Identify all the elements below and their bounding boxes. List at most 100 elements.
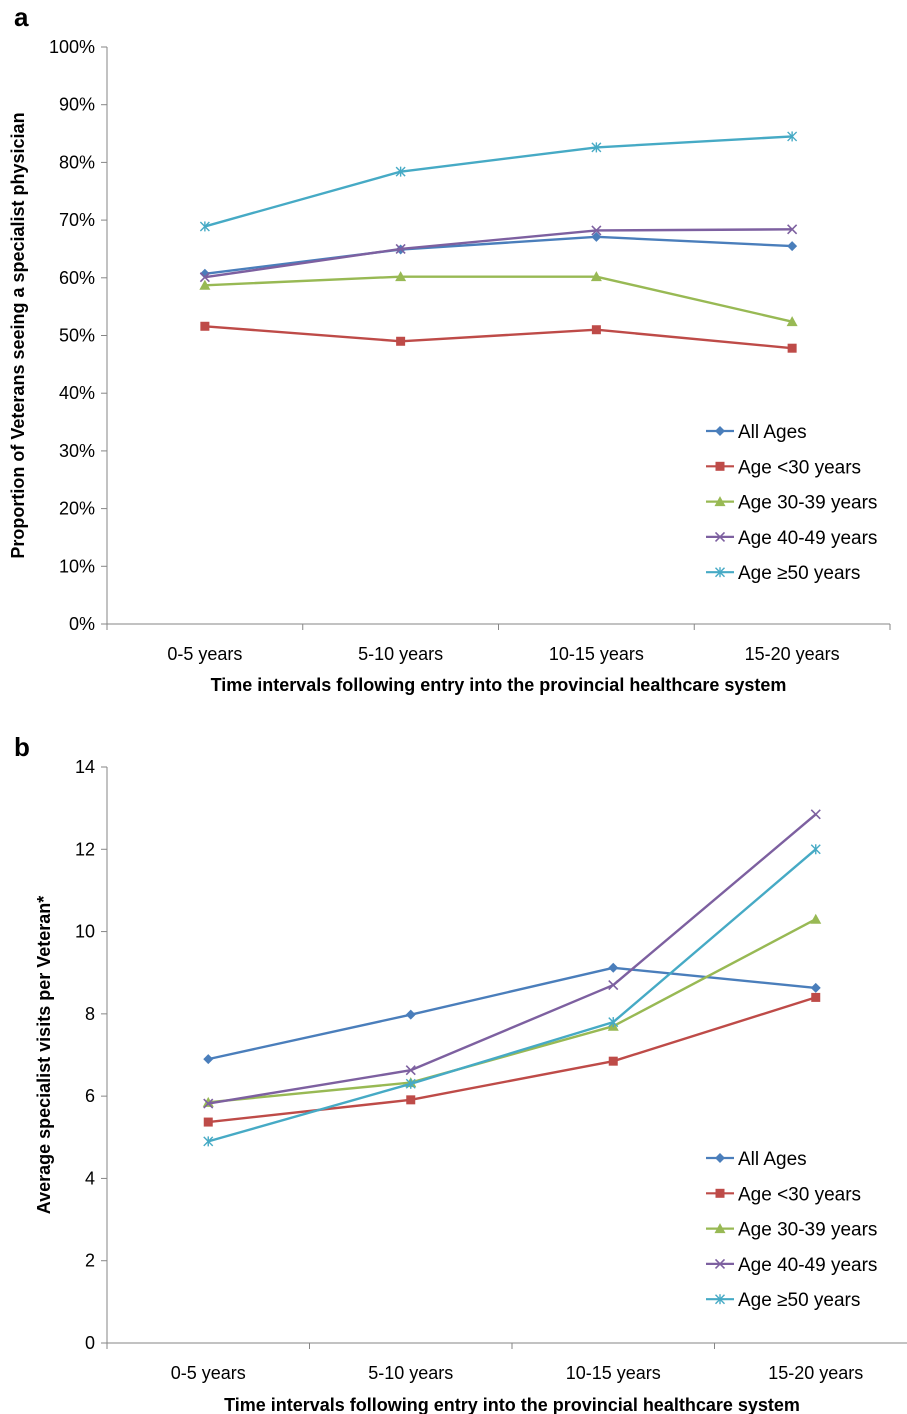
legend-item-age-gte50-years: Age ≥50 years xyxy=(706,563,860,584)
y-tick-label: 8 xyxy=(85,1004,95,1024)
line-chart-b: 0 2 4 6 8 10 12 14 0-5 years 5-10 years 10-15 year… xyxy=(34,757,907,1414)
legend-marker xyxy=(715,461,725,471)
data-point-age-40-49-years xyxy=(608,979,619,991)
data-point-age-lt30-years xyxy=(787,343,797,353)
data-point-age-30-39-years xyxy=(810,913,822,924)
legend-item-age-gte50-years: Age ≥50 years xyxy=(706,1290,860,1311)
data-point-all-ages xyxy=(787,241,798,252)
x-tick-label: 0-5 years xyxy=(167,644,242,664)
data-point-age-lt30-years xyxy=(591,325,601,335)
y-tick-label: 100% xyxy=(49,37,95,57)
data-point-age-lt30-years xyxy=(811,992,821,1002)
data-point-all-ages xyxy=(810,982,821,993)
data-point-age-gte50-years xyxy=(199,221,210,232)
legend-item-age-30-39-years: Age 30-39 years xyxy=(706,1220,877,1241)
legend-label: Age 30-39 years xyxy=(738,1220,877,1241)
data-point-all-ages xyxy=(405,1009,416,1020)
legend-item-age-lt30-years: Age <30 years xyxy=(706,1184,861,1205)
data-point-age-gte50-years xyxy=(395,166,406,177)
data-point-age-gte50-years xyxy=(203,1136,214,1147)
data-point-age-40-49-years xyxy=(199,272,210,283)
series-line-age-gte50-years xyxy=(207,848,817,1143)
y-axis-title: Proportion of Veterans seeing a speciali… xyxy=(8,112,28,558)
y-tick-label: 50% xyxy=(59,326,95,346)
panel-label-a: a xyxy=(14,2,29,32)
data-point-age-30-39-years xyxy=(199,279,211,290)
series-age-30-39-years xyxy=(202,913,822,1107)
x-axis-title: Time intervals following entry into the … xyxy=(211,675,787,695)
y-tick-label: 0 xyxy=(85,1333,95,1353)
legend-label: Age 30-39 years xyxy=(738,493,877,514)
series-line-age-lt30-years xyxy=(204,325,793,350)
legend-marker xyxy=(714,1258,726,1269)
legend-label: Age ≥50 years xyxy=(738,563,860,584)
y-axis-title: Average specialist visits per Veteran* xyxy=(34,896,54,1215)
data-point-age-40-49-years xyxy=(203,1098,214,1109)
y-tick-label: 0% xyxy=(69,614,95,634)
line-chart-a: 0% 10% 20% 30% 40% 50% 60% 70% 80% 90% 100% 0-5 yea… xyxy=(8,37,891,695)
legend-marker xyxy=(714,1223,726,1234)
series-age-lt30-years xyxy=(200,321,797,353)
series-line-age-40-49-years xyxy=(204,228,793,279)
legend-marker xyxy=(715,1188,725,1198)
x-tick-label: 5-10 years xyxy=(368,1363,453,1383)
y-tick-label: 14 xyxy=(75,757,95,777)
legend-label: Age ≥50 years xyxy=(738,1290,860,1311)
legend-item-age-lt30-years: Age <30 years xyxy=(706,457,861,478)
series-line-age-30-39-years xyxy=(208,918,817,1104)
data-point-age-40-49-years xyxy=(395,243,406,255)
legend-label: All Ages xyxy=(738,422,807,443)
legend-item-age-40-49-years: Age 40-49 years xyxy=(706,1255,877,1276)
data-point-age-lt30-years xyxy=(406,1095,416,1105)
legend-label: All Ages xyxy=(738,1149,807,1170)
series-line-age-gte50-years xyxy=(204,135,793,228)
x-axis-title: Time intervals following entry into the … xyxy=(224,1395,800,1414)
data-point-age-gte50-years xyxy=(405,1078,416,1089)
y-tick-label: 6 xyxy=(85,1086,95,1106)
legend-marker xyxy=(715,1153,725,1163)
data-point-age-40-49-years xyxy=(810,809,821,820)
data-point-age-lt30-years xyxy=(608,1056,618,1066)
data-point-age-40-49-years xyxy=(787,224,798,235)
y-tick-label: 70% xyxy=(59,210,95,230)
y-tick-label: 10 xyxy=(75,922,95,942)
series-age-gte50-years xyxy=(203,844,821,1147)
series-age-30-39-years xyxy=(199,271,798,327)
chart-panel-b: b 0 2 4 6 8 10 12 14 0-5 years 5-10 years 10-15 ye… xyxy=(0,720,907,1414)
legend-marker xyxy=(714,531,726,542)
y-tick-label: 30% xyxy=(59,441,95,461)
data-point-age-gte50-years xyxy=(591,142,602,153)
legend-label: Age <30 years xyxy=(738,1184,861,1205)
x-tick-label: 10-15 years xyxy=(549,644,644,664)
chart-panel-a: a 0% 10% 20% 30% 40% 50% 60% 70% 80% 90% 100% 0-5 y… xyxy=(0,0,907,700)
data-point-all-ages xyxy=(203,1054,214,1065)
data-point-age-lt30-years xyxy=(396,336,406,346)
data-point-age-30-39-years xyxy=(395,271,407,282)
series-line-all-ages xyxy=(204,235,793,275)
series-line-age-lt30-years xyxy=(208,996,817,1124)
legend-marker xyxy=(715,567,725,578)
series-line-age-40-49-years xyxy=(208,813,817,1105)
series-age-40-49-years xyxy=(199,224,798,283)
data-point-all-ages xyxy=(591,231,602,242)
data-point-all-ages xyxy=(608,962,619,973)
y-tick-label: 10% xyxy=(59,556,95,576)
panel-label-b: b xyxy=(14,732,30,762)
data-point-age-30-39-years xyxy=(202,1096,214,1107)
x-tick-label: 5-10 years xyxy=(358,644,443,664)
legend-marker xyxy=(715,1294,725,1305)
legend-label: Age <30 years xyxy=(738,457,861,478)
legend-item-all-ages: All Ages xyxy=(706,1149,807,1170)
legend-item-age-30-39-years: Age 30-39 years xyxy=(706,493,877,514)
series-all-ages xyxy=(203,962,821,1065)
data-point-age-lt30-years xyxy=(200,321,210,331)
legend-label: Age 40-49 years xyxy=(738,1255,877,1276)
data-point-age-30-39-years xyxy=(786,316,798,327)
data-point-age-30-39-years xyxy=(590,271,602,282)
y-tick-label: 60% xyxy=(59,268,95,288)
x-tick-label: 15-20 years xyxy=(745,644,840,664)
series-age-40-49-years xyxy=(203,809,821,1109)
legend-item-age-40-49-years: Age 40-49 years xyxy=(706,528,877,549)
y-tick-label: 80% xyxy=(59,152,95,172)
data-point-age-gte50-years xyxy=(810,844,821,855)
